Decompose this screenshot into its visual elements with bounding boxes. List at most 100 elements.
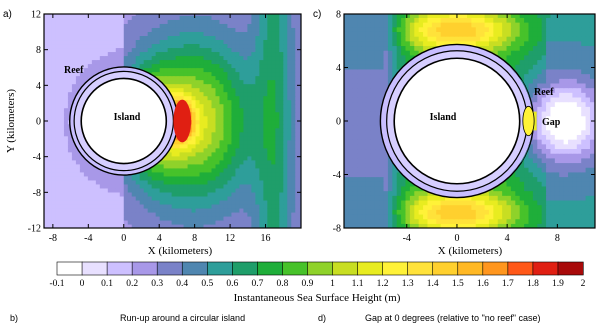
field-cell [231, 203, 237, 209]
field-cell [374, 213, 380, 220]
field-cell [550, 204, 556, 210]
field-cell [207, 143, 213, 149]
field-cell [67, 175, 73, 181]
field-cell [348, 139, 354, 145]
field-cell [55, 15, 61, 20]
field-cell [405, 209, 411, 215]
field-cell [392, 223, 398, 228]
field-cell [223, 103, 229, 109]
field-cell [191, 195, 197, 201]
field-cell [231, 91, 237, 97]
field-cell [55, 139, 61, 145]
field-cell [71, 19, 77, 24]
field-cell [462, 218, 468, 224]
field-cell [231, 199, 237, 205]
field-cell [163, 55, 169, 61]
field-cell [259, 207, 264, 213]
field-cell [396, 171, 402, 178]
field-cell [283, 39, 288, 45]
field-cell [179, 31, 185, 36]
field-cell [195, 87, 201, 93]
field-cell [223, 83, 229, 89]
field-cell [215, 31, 221, 36]
field-cell [203, 39, 209, 45]
field-cell [352, 125, 358, 131]
field-cell [71, 59, 77, 65]
field-cell [223, 19, 229, 24]
field-cell [175, 195, 181, 201]
field-cell [554, 181, 560, 187]
field-cell [131, 211, 137, 217]
field-cell [537, 213, 543, 220]
field-cell [263, 43, 268, 49]
field-cell [387, 162, 393, 168]
field-cell [259, 15, 264, 20]
field-cell [131, 39, 137, 45]
field-cell [418, 213, 424, 220]
field-cell [271, 115, 276, 121]
field-cell [215, 39, 221, 45]
field-cell [83, 175, 89, 181]
field-cell [554, 129, 560, 135]
field-cell [344, 148, 349, 154]
field-cell [585, 190, 591, 196]
field-cell [287, 219, 292, 225]
field-cell [63, 111, 69, 117]
field-cell [279, 87, 284, 93]
field-cell [374, 162, 380, 168]
field-cell [203, 151, 209, 157]
field-cell [267, 55, 272, 61]
field-cell [436, 195, 442, 201]
field-cell [259, 107, 264, 113]
field-cell [167, 15, 173, 20]
field-cell [175, 223, 181, 228]
field-cell [111, 203, 117, 209]
field-cell [576, 171, 582, 178]
field-cell [239, 119, 244, 125]
field-cell [259, 151, 264, 157]
field-cell [348, 213, 354, 220]
field-cell [239, 91, 244, 97]
field-cell [251, 135, 256, 141]
field-cell [361, 125, 367, 131]
field-cell [370, 185, 376, 192]
field-cell [139, 43, 145, 49]
field-cell [275, 107, 280, 113]
field-cell [223, 71, 229, 77]
field-cell [255, 107, 260, 113]
field-cell [295, 155, 300, 161]
field-cell [91, 39, 97, 45]
field-cell [135, 39, 141, 45]
field-cell [585, 195, 591, 201]
field-cell [47, 131, 53, 137]
field-cell [119, 19, 125, 24]
field-cell [259, 79, 264, 85]
field-cell [203, 191, 209, 197]
field-cell [119, 203, 125, 209]
field-cell [255, 219, 260, 225]
field-cell [191, 167, 197, 173]
field-cell [279, 43, 284, 49]
field-cell [255, 207, 260, 213]
field-cell [179, 91, 185, 97]
field-cell [67, 155, 73, 161]
field-cell [466, 209, 472, 215]
field-cell [449, 204, 455, 210]
field-cell [107, 175, 113, 181]
field-cell [67, 147, 73, 153]
field-cell [352, 129, 358, 135]
field-cell [199, 131, 205, 137]
field-cell [344, 190, 349, 196]
field-cell [243, 171, 248, 177]
field-cell [87, 14, 93, 16]
field-cell [251, 119, 256, 125]
field-cell [239, 131, 244, 137]
field-cell [59, 191, 65, 197]
field-cell [55, 47, 61, 53]
field-cell [127, 19, 133, 24]
field-cell [568, 162, 574, 168]
field-cell [159, 203, 165, 209]
field-cell [247, 215, 252, 221]
field-cell [554, 176, 560, 182]
